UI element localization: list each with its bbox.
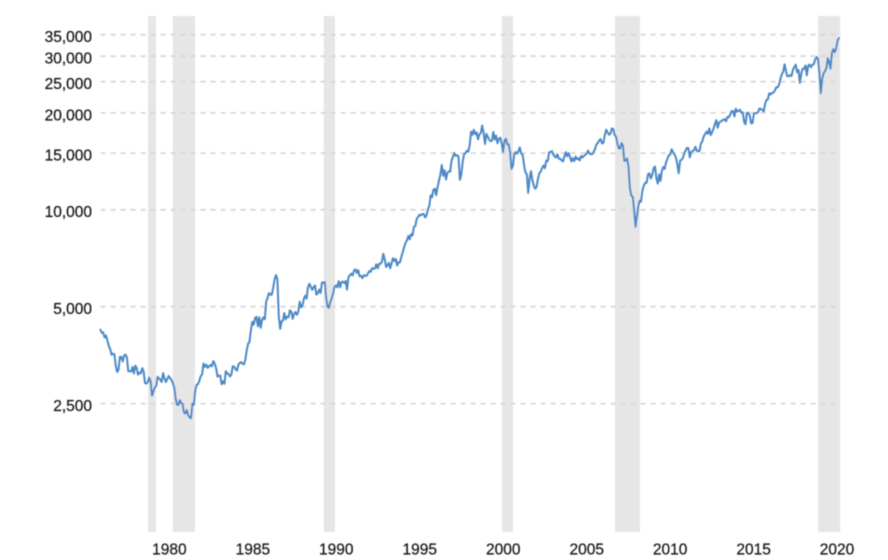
svg-text:2010: 2010 <box>653 542 688 559</box>
svg-text:2,500: 2,500 <box>53 398 92 415</box>
svg-text:2000: 2000 <box>486 542 521 559</box>
svg-text:5,000: 5,000 <box>53 301 92 318</box>
svg-text:2015: 2015 <box>736 542 770 559</box>
svg-text:1985: 1985 <box>236 542 270 559</box>
svg-text:1990: 1990 <box>319 542 354 559</box>
svg-text:35,000: 35,000 <box>45 29 93 46</box>
svg-text:15,000: 15,000 <box>45 148 93 165</box>
svg-text:2005: 2005 <box>569 542 603 559</box>
svg-text:2020: 2020 <box>820 542 855 559</box>
svg-text:1995: 1995 <box>403 542 437 559</box>
svg-text:10,000: 10,000 <box>45 204 93 221</box>
svg-text:20,000: 20,000 <box>45 107 93 124</box>
svg-text:25,000: 25,000 <box>45 76 93 93</box>
svg-text:1980: 1980 <box>152 542 187 559</box>
svg-text:30,000: 30,000 <box>45 51 93 68</box>
